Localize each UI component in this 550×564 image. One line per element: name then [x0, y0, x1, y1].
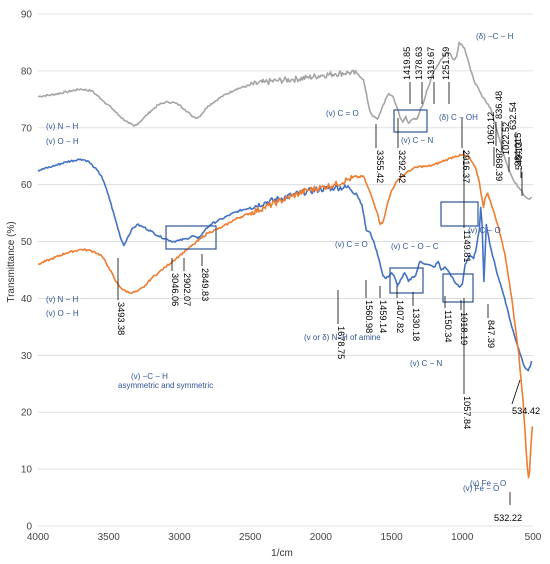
x-tick-label: 3000	[168, 532, 191, 543]
axis-ticks: 0 10 20 30 40 50 60 70 80 90 4000 3500 3000 2500 2000 1…	[21, 10, 542, 544]
annotations: (v) N − H (v) O − H (v) C = O (v) C − N (δ) …	[46, 32, 514, 493]
peak-label-12: 1062.12	[486, 112, 496, 145]
peak-label-25: 1407.82	[395, 300, 405, 333]
peak-label-19: 3046.06	[170, 273, 180, 306]
x-tick-label: 3500	[98, 532, 121, 543]
highlight-box-1	[393, 109, 428, 133]
x-tick-label: 1000	[451, 532, 474, 543]
peak-label-29: 1018.19	[459, 312, 469, 345]
y-tick-label: 40	[21, 294, 33, 305]
x-tick-label: 500	[525, 532, 542, 543]
highlight-box-2	[440, 201, 479, 227]
x-tick-label: 1500	[380, 532, 403, 543]
y-tick-label: 90	[21, 10, 33, 21]
highlight-box-3	[165, 225, 217, 250]
x-tick-label: 4000	[27, 532, 50, 543]
peak-label-16: 632.54	[508, 102, 518, 130]
peak-label-2: 3292.42	[397, 150, 407, 183]
peak-label-27: 1150.34	[443, 310, 453, 343]
y-axis-title: Transmittance (%)	[6, 221, 17, 302]
annotation-3: (v) C = O	[326, 109, 359, 118]
peak-label-13: 1022.52	[501, 122, 511, 155]
peak-label-8: 1378.63	[414, 47, 424, 80]
peak-label-3: 2916.37	[461, 150, 471, 183]
x-tick-label: 2500	[239, 532, 262, 543]
peak-label-20: 2902.07	[182, 273, 192, 306]
series-line-1	[37, 41, 533, 200]
y-tick-label: 0	[26, 522, 32, 533]
highlight-boxes	[165, 109, 479, 303]
annotation-10: (v) N − H	[46, 295, 78, 304]
y-tick-label: 70	[21, 123, 33, 134]
annotation-11: (v) O − H	[46, 309, 79, 318]
peak-label-11: 1149.81	[462, 230, 472, 263]
y-tick-label: 30	[21, 351, 33, 362]
peak-label-32: 532.22	[494, 513, 522, 523]
y-tick-label: 10	[21, 465, 33, 476]
annotation-8: (v) C = O	[335, 240, 368, 249]
annotation-5: (δ) C − OH	[439, 113, 478, 122]
peak-label-21: 2849.83	[200, 268, 210, 301]
series-line-2	[37, 158, 533, 372]
y-tick-label: 20	[21, 408, 33, 419]
y-tick-label: 60	[21, 180, 33, 191]
y-tick-label: 50	[21, 237, 33, 248]
peak-label-9: 1319.67	[426, 47, 436, 80]
annotation-12: (v) −C − H	[131, 372, 168, 381]
series-line-3	[37, 153, 534, 479]
peak-label-28: 1057.84	[462, 396, 472, 429]
annotation-16: (v) Fe − O	[463, 484, 499, 493]
highlight-box-4	[389, 267, 424, 294]
peak-label-23: 1560.98	[364, 300, 374, 333]
x-tick-label: 2000	[310, 532, 333, 543]
annotation-7: (v) C − O	[468, 226, 501, 235]
peak-label-4: 2868.39	[494, 148, 504, 181]
annotation-13: asymmetric and symmetric	[118, 381, 213, 390]
peak-label-7: 1419.85	[402, 47, 412, 80]
peak-label-18: 3493.38	[116, 302, 126, 335]
annotation-2: (v) O − H	[46, 137, 79, 146]
annotation-9: (v) C − O − C	[391, 242, 439, 251]
peak-label-15: 836.48	[494, 91, 504, 119]
peak-label-26: 1330.18	[411, 308, 421, 341]
annotation-1: (v) N − H	[46, 122, 78, 131]
gridlines	[38, 13, 533, 527]
peak-label-24: 1459.14	[378, 300, 388, 333]
peak-label-30: 847.39	[486, 320, 496, 348]
peak-label-14: 984.015	[513, 133, 523, 166]
y-tick-label: 80	[21, 66, 33, 77]
annotation-17: (v) Fe − O	[470, 479, 506, 488]
annotation-6: (δ) −C − H	[476, 32, 514, 41]
highlight-box-5	[442, 273, 474, 303]
peak-label-31: 534.42	[512, 406, 540, 416]
peak-labels: 3355.423292.422916.372868.391654.161592.…	[116, 47, 540, 523]
peak-label-17: 549.13	[514, 142, 524, 170]
peak-label-22: 1678.75	[336, 326, 346, 359]
series-lines	[37, 41, 534, 479]
peak-leader-31	[511, 379, 521, 405]
peak-label-1: 3355.42	[375, 150, 385, 183]
x-axis-title: 1/cm	[271, 548, 293, 559]
peak-label-10: 1251.59	[441, 47, 451, 80]
annotation-4: (v) C − N	[401, 136, 433, 145]
annotation-14: (v or δ) N−H of amine	[304, 333, 381, 342]
annotation-15: (v) C − N	[410, 359, 442, 368]
peak-leader-lines	[117, 82, 523, 505]
